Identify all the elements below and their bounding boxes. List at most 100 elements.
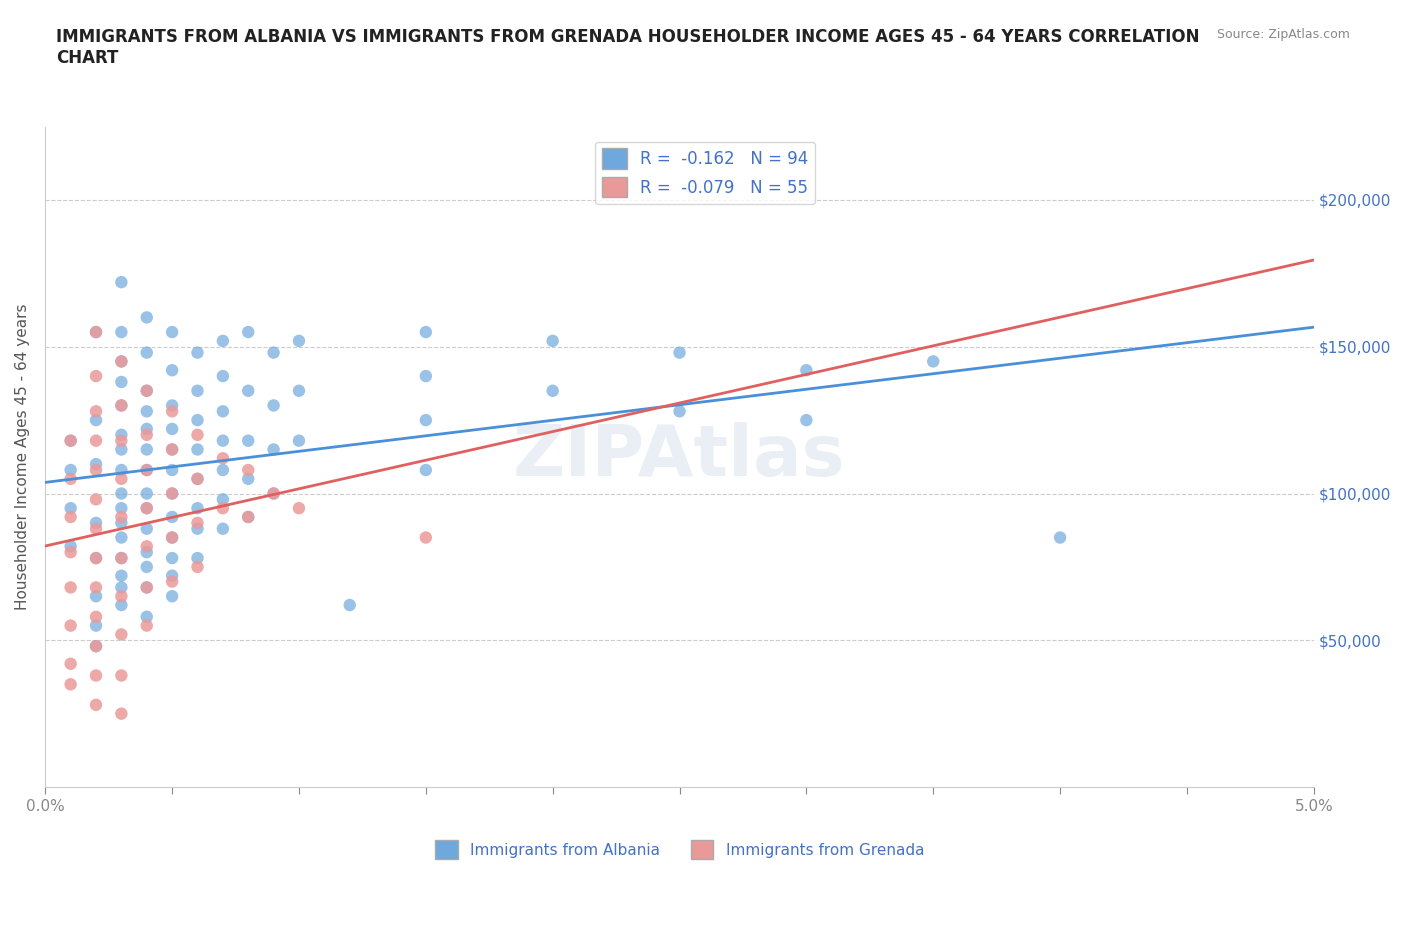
Point (160, 421, 183, 436)
Point (135, 462, 157, 477)
Text: IMMIGRANTS FROM ALBANIA VS IMMIGRANTS FROM GRENADA HOUSEHOLDER INCOME AGES 45 - : IMMIGRANTS FROM ALBANIA VS IMMIGRANTS FR… (56, 28, 1199, 67)
Point (59, 433, 82, 448)
Y-axis label: Householder Income Ages 45 - 64 years: Householder Income Ages 45 - 64 years (15, 303, 30, 610)
Point (135, 522, 157, 537)
Point (212, 522, 235, 537)
Point (135, 500, 157, 515)
Point (59, 677, 82, 692)
Point (160, 462, 183, 477)
Point (110, 551, 132, 565)
Point (84, 413, 107, 428)
Point (59, 510, 82, 525)
Point (110, 354, 132, 369)
Point (288, 383, 311, 398)
Legend: Immigrants from Albania, Immigrants from Grenada: Immigrants from Albania, Immigrants from… (429, 834, 931, 865)
Point (263, 345, 285, 360)
Point (135, 618, 157, 633)
Point (668, 404, 690, 418)
Point (135, 428, 157, 443)
Point (263, 486, 285, 501)
Point (135, 580, 157, 595)
Point (415, 462, 437, 477)
Point (263, 398, 285, 413)
Point (238, 472, 260, 486)
Point (110, 486, 132, 501)
Point (160, 404, 183, 418)
Point (59, 433, 82, 448)
Point (110, 325, 132, 339)
Point (59, 472, 82, 486)
Point (135, 310, 157, 325)
Point (84, 404, 107, 418)
Point (110, 274, 132, 289)
Point (110, 433, 132, 448)
Point (84, 492, 107, 507)
Point (186, 560, 208, 575)
Point (160, 551, 183, 565)
Point (160, 442, 183, 457)
Point (84, 325, 107, 339)
Point (59, 580, 82, 595)
Point (238, 325, 260, 339)
Point (288, 500, 311, 515)
Point (186, 428, 208, 443)
Point (212, 462, 235, 477)
Point (110, 598, 132, 613)
Point (110, 472, 132, 486)
Point (110, 462, 132, 477)
Point (110, 398, 132, 413)
Point (288, 433, 311, 448)
Point (160, 325, 183, 339)
Point (59, 545, 82, 560)
Point (110, 510, 132, 525)
Point (186, 442, 208, 457)
Point (263, 486, 285, 501)
Point (541, 383, 564, 398)
Point (84, 325, 107, 339)
Point (135, 545, 157, 560)
Point (238, 383, 260, 398)
Point (263, 442, 285, 457)
Point (160, 589, 183, 604)
Point (84, 368, 107, 383)
Text: ZIPAtlas: ZIPAtlas (513, 422, 846, 491)
Point (84, 639, 107, 654)
Point (186, 515, 208, 530)
Point (238, 433, 260, 448)
Point (84, 433, 107, 448)
Point (186, 472, 208, 486)
Point (59, 462, 82, 477)
Point (59, 657, 82, 671)
Point (135, 442, 157, 457)
Point (84, 522, 107, 537)
Point (84, 457, 107, 472)
Point (110, 706, 132, 721)
Point (135, 560, 157, 575)
Point (110, 442, 132, 457)
Point (135, 404, 157, 418)
Point (160, 486, 183, 501)
Point (84, 618, 107, 633)
Point (84, 668, 107, 683)
Point (160, 486, 183, 501)
Point (160, 442, 183, 457)
Point (186, 500, 208, 515)
Point (110, 515, 132, 530)
Point (135, 580, 157, 595)
Point (84, 515, 107, 530)
Point (160, 363, 183, 378)
Point (110, 500, 132, 515)
Text: Source: ZipAtlas.com: Source: ZipAtlas.com (1216, 28, 1350, 41)
Point (110, 551, 132, 565)
Point (212, 500, 235, 515)
Point (160, 510, 183, 525)
Point (238, 462, 260, 477)
Point (135, 421, 157, 436)
Point (238, 510, 260, 525)
Point (186, 472, 208, 486)
Point (160, 574, 183, 589)
Point (922, 354, 945, 369)
Point (110, 568, 132, 583)
Point (84, 580, 107, 595)
Point (135, 462, 157, 477)
